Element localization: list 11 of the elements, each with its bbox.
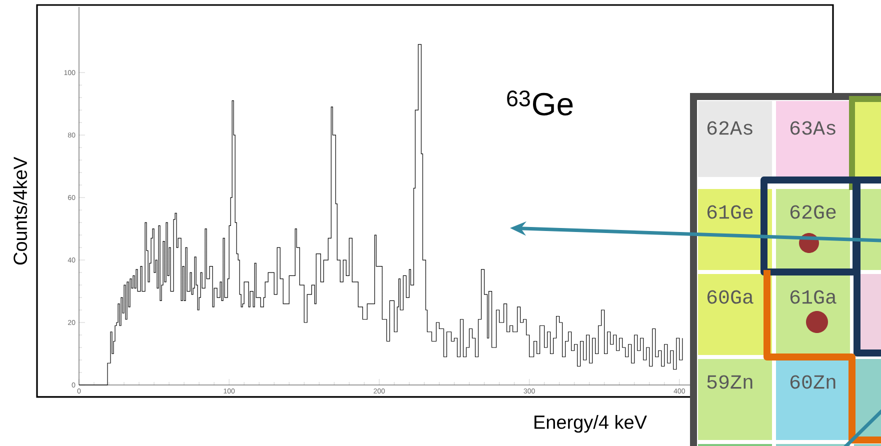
annotation: 60Ga	[707, 290, 754, 304]
annotation: 62As	[707, 121, 752, 135]
y-axis-title: Counts/4keV	[13, 156, 28, 265]
annotation: 60Zn	[790, 375, 836, 389]
annotation: 62Ge	[790, 205, 836, 219]
annotation: 63As	[790, 121, 836, 135]
annotation: 59Zn	[707, 375, 752, 389]
annotation: 61Ge	[707, 205, 753, 219]
annotation: 61Ga	[790, 290, 836, 304]
x-axis-title: Energy/4 keV	[534, 414, 647, 433]
annotation: $^{63}$Ge	[507, 90, 573, 116]
